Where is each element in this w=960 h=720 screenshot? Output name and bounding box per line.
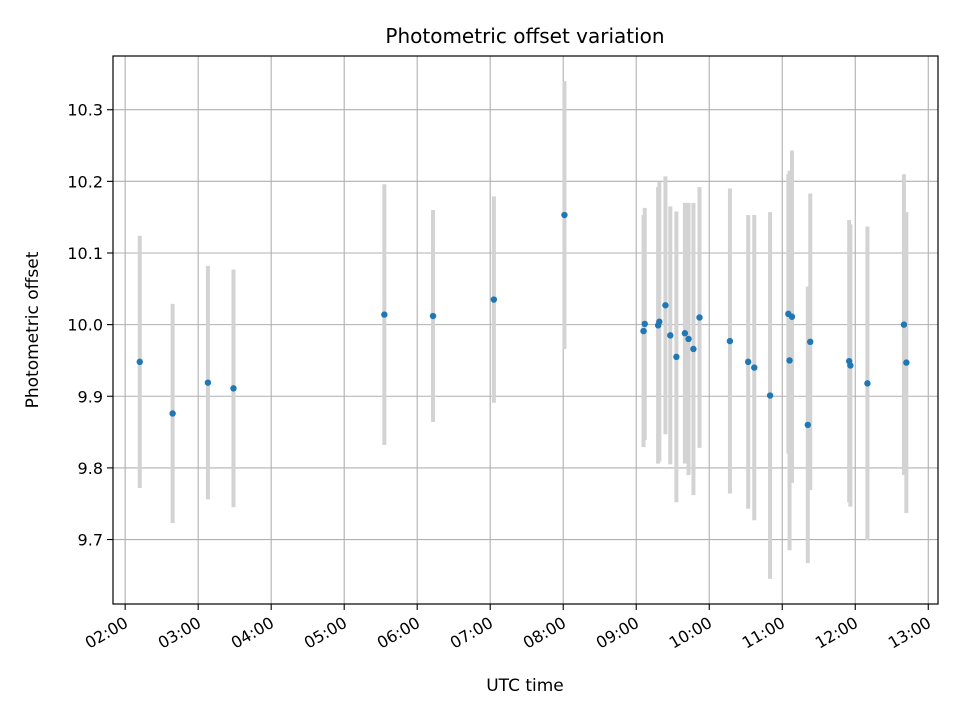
plot-frame <box>112 55 939 605</box>
data-point <box>751 364 758 371</box>
y-axis-ticks: 9.7 9.8 9.9 10.0 10.1 10.2 10.3 <box>67 101 113 550</box>
y-tick-label: 9.9 <box>78 387 103 406</box>
data-point <box>685 335 692 343</box>
data-point <box>804 421 812 429</box>
y-tick-label: 10.1 <box>67 244 103 263</box>
data-point <box>864 380 871 387</box>
data-point <box>788 313 796 320</box>
y-axis-title: Photometric offset <box>23 251 43 408</box>
y-tick-label: 9.7 <box>78 531 103 550</box>
data-point <box>640 327 647 335</box>
y-tick-label: 10.3 <box>67 101 103 120</box>
data-point <box>744 358 752 366</box>
y-tick-label: 10.2 <box>67 172 103 191</box>
data-point <box>136 358 143 366</box>
data-point <box>766 392 774 399</box>
data-point <box>900 321 908 328</box>
data-point <box>690 345 697 353</box>
y-tick-label: 9.8 <box>78 459 103 478</box>
data-point <box>807 338 814 346</box>
data-point <box>667 332 674 339</box>
y-tick-label: 10.0 <box>67 316 103 335</box>
data-point <box>696 314 703 321</box>
data-point <box>786 357 793 364</box>
data-point <box>662 302 669 309</box>
data-point <box>429 312 437 320</box>
data-point <box>656 318 663 325</box>
data-point <box>169 410 176 417</box>
data-point <box>490 296 498 303</box>
data-point <box>903 359 910 366</box>
data-point <box>641 320 648 328</box>
grid-lines <box>113 56 938 604</box>
data-point <box>726 337 734 345</box>
data-point <box>673 353 680 361</box>
data-point <box>561 211 568 219</box>
data-point <box>381 311 388 318</box>
x-axis-title: UTC time <box>486 676 564 696</box>
data-point <box>230 385 237 392</box>
data-points <box>136 211 910 429</box>
chart-title: Photometric offset variation <box>385 24 664 48</box>
data-point <box>204 379 212 386</box>
data-point <box>681 330 689 337</box>
data-point <box>847 362 854 369</box>
